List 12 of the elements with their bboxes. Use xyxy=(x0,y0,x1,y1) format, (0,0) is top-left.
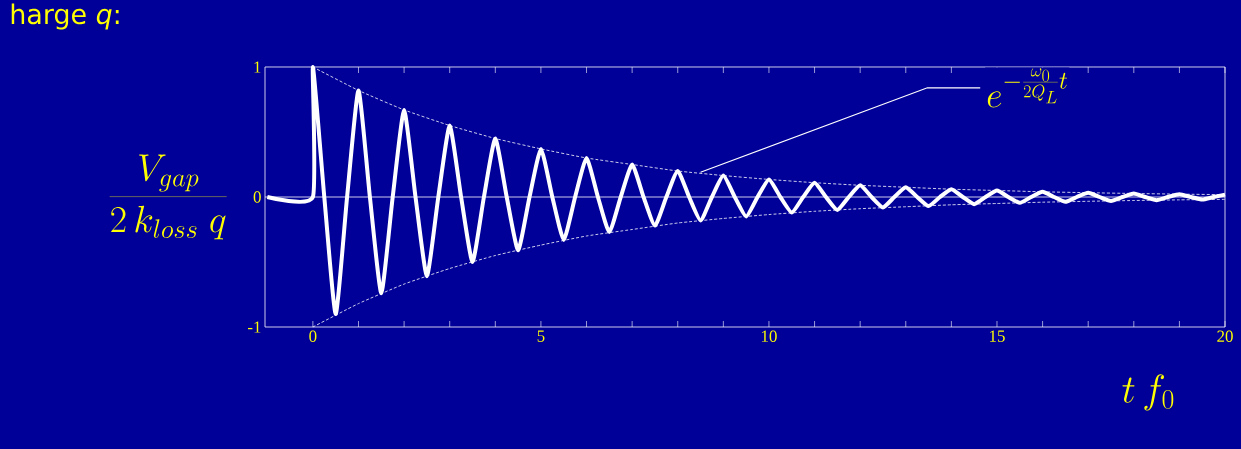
y-tick-label: 0 xyxy=(253,191,261,203)
y-tick-label: -1 xyxy=(248,321,261,333)
y-tick-label: 1 xyxy=(254,61,261,73)
x-tick-label: 5 xyxy=(537,330,545,342)
y-axis-title: $\frac{V_{gap}}{2\,k_{loss}\;q}$ xyxy=(109,154,227,240)
x-tick-label: 15 xyxy=(990,330,1005,342)
annotation: $e^{-\frac{\omega_0}{2Q_L}t}$ xyxy=(987,68,1068,108)
chart-title: harge q: xyxy=(11,3,119,30)
x-tick-label: 0 xyxy=(309,330,317,342)
x-tick-label: 20 xyxy=(1217,330,1233,342)
x-tick-label: 10 xyxy=(761,330,777,342)
x-axis-title: $t\, f_0$ xyxy=(1122,374,1174,411)
